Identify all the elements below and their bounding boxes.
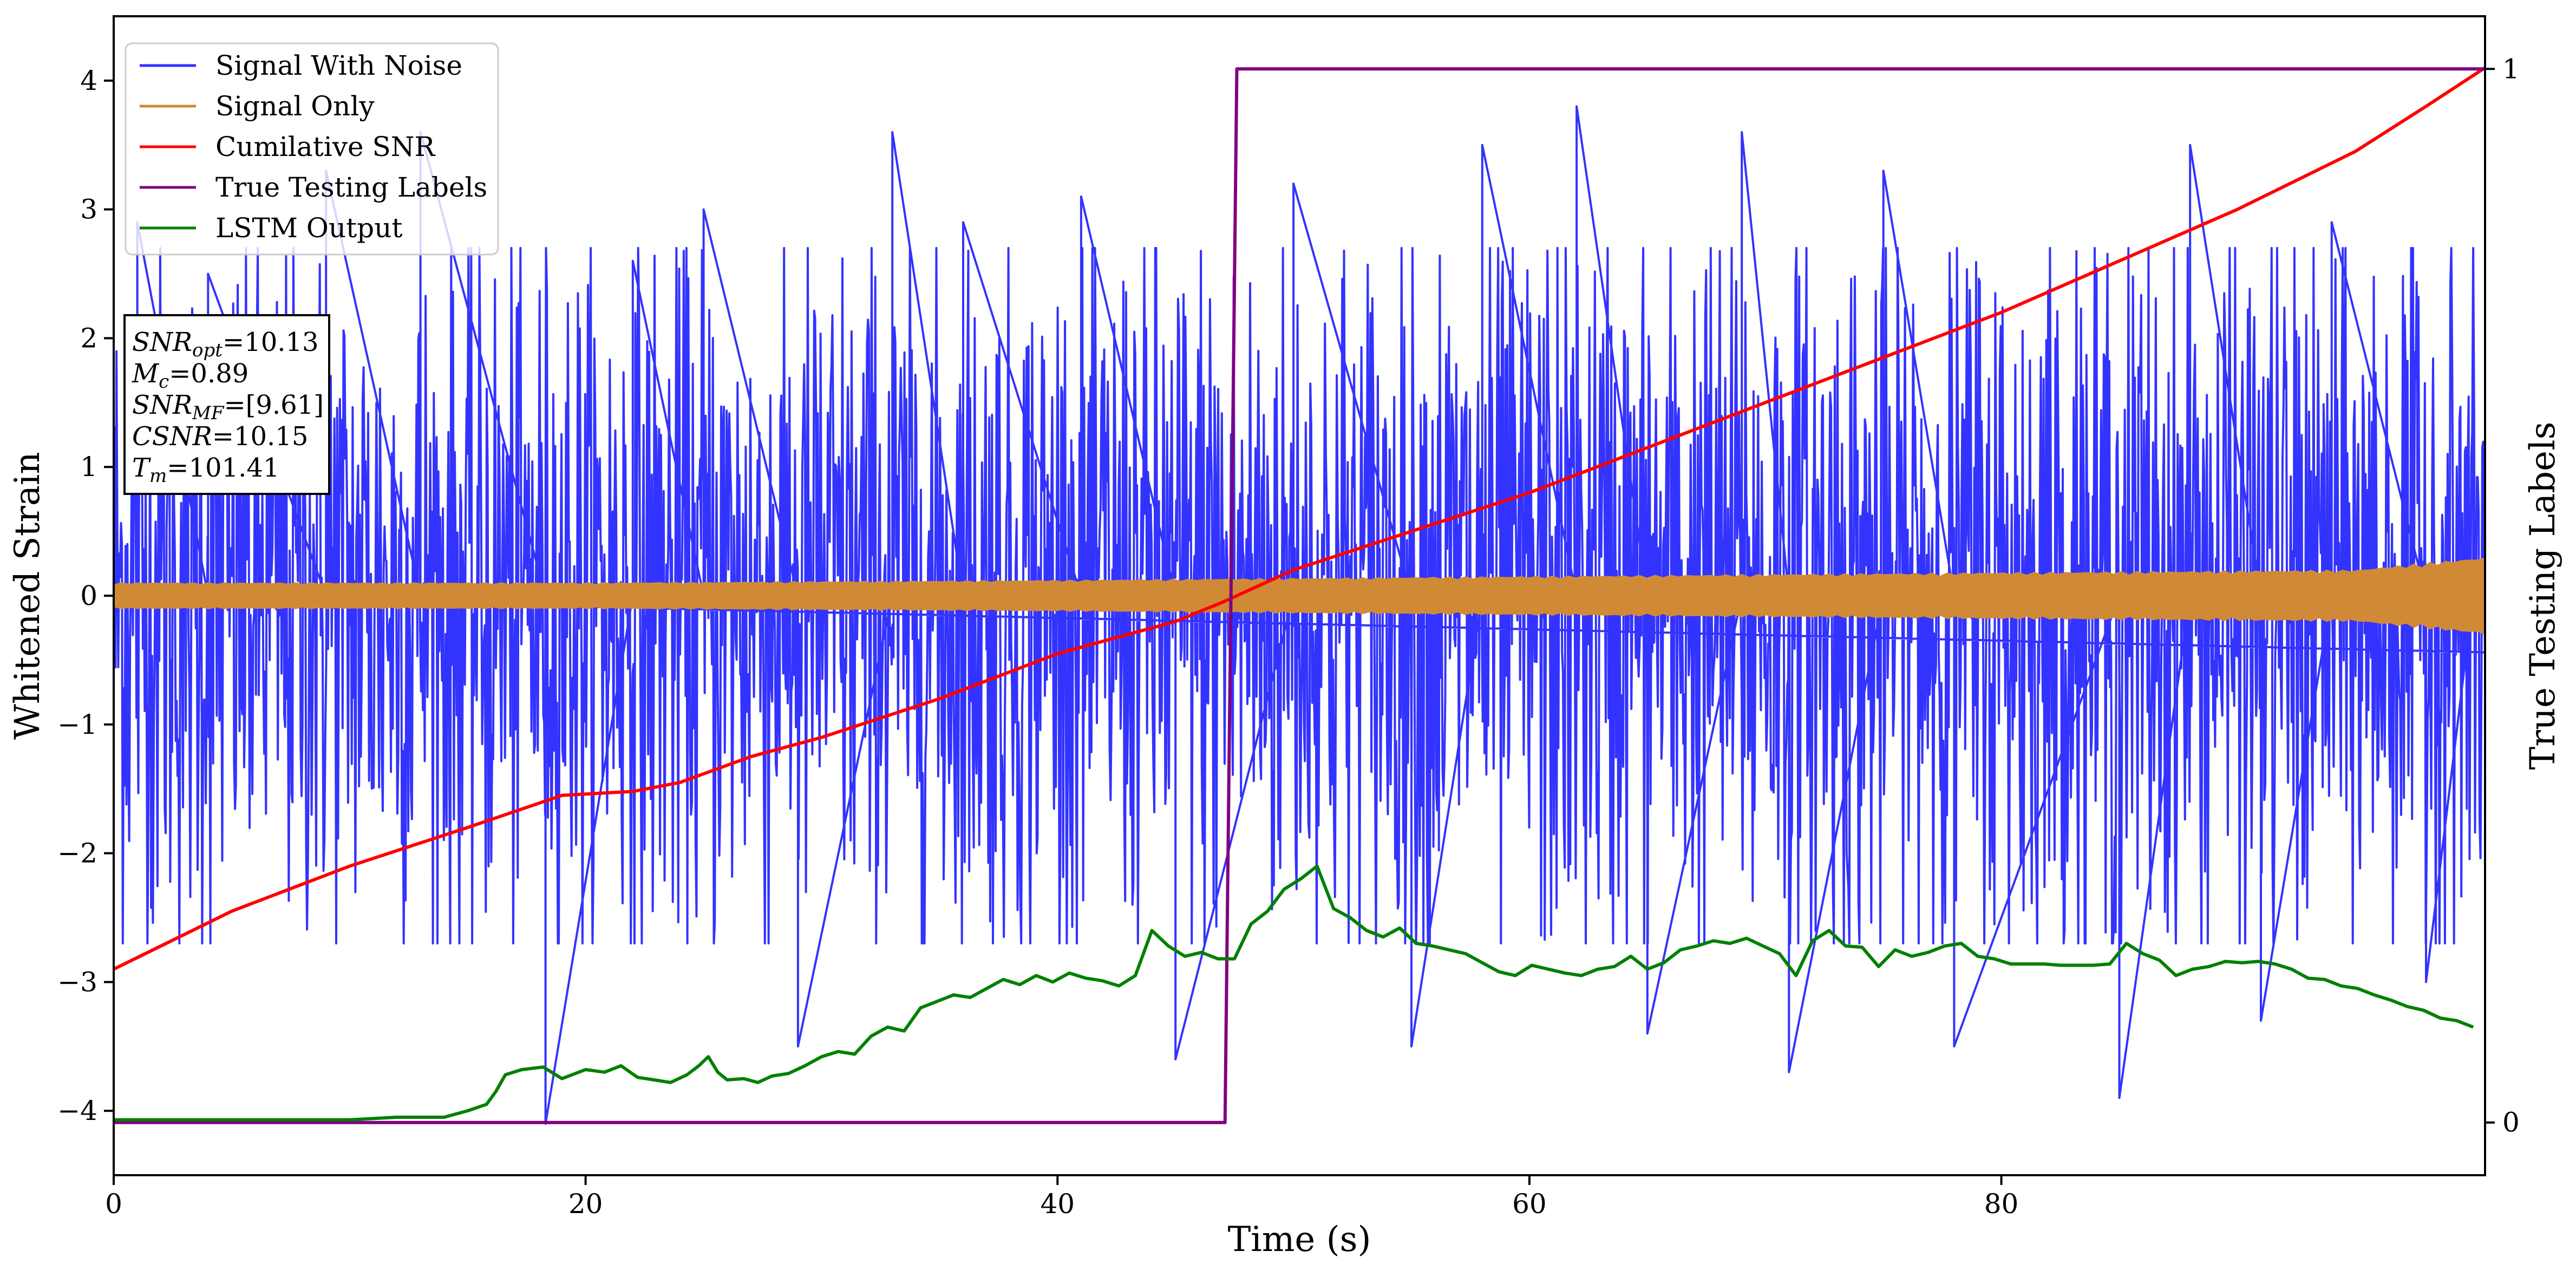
y-tick-label: 3	[80, 194, 97, 225]
y-right-tick-label: 1	[2502, 53, 2520, 84]
y-tick-label: 0	[80, 580, 97, 611]
series-cumilative-snr	[114, 66, 2485, 971]
stats-line-mc: Mc=0.89	[132, 359, 249, 393]
series-signal-with-noise	[114, 105, 2485, 1125]
x-tick-label: 20	[568, 1188, 603, 1220]
x-tick-label: 80	[1984, 1188, 2019, 1220]
y-tick-label: 2	[80, 322, 97, 354]
legend-label-signal-with-noise: Signal With Noise	[215, 50, 462, 81]
y-axis-right-label: True Testing Labels	[2523, 422, 2563, 770]
legend-label-signal-only: Signal Only	[215, 90, 375, 122]
y-axis-label: Whitened Strain	[8, 452, 48, 739]
stats-line-snr-opt: SNRopt=10.13	[132, 327, 319, 361]
y-right-tick-label: 0	[2502, 1107, 2520, 1138]
legend-label-true-testing-labels: True Testing Labels	[215, 172, 487, 203]
stats-annotation-box: SNRopt=10.13 Mc=0.89 SNRMF=[9.61] CSNR=1…	[123, 314, 330, 495]
y-tick-label: 4	[80, 65, 97, 96]
x-tick-label: 40	[1040, 1188, 1075, 1220]
y-tick-label: −4	[57, 1095, 97, 1126]
legend-label-cumilative-snr: Cumilative SNR	[215, 131, 435, 162]
x-tick-label: 60	[1512, 1188, 1547, 1220]
series-signal-only	[114, 557, 2485, 635]
stats-box-frame	[123, 314, 330, 495]
stats-line-tm: Tm=101.41	[132, 453, 279, 487]
x-axis-label: Time (s)	[1228, 1220, 1371, 1260]
stats-line-csnr: CSNR=10.15	[132, 421, 308, 452]
series-lstm-output	[114, 864, 2474, 1122]
plot-area	[114, 66, 2485, 1125]
y-tick-label: −1	[57, 709, 97, 740]
stats-line-snr-mf: SNRMF=[9.61]	[132, 390, 324, 424]
legend: Signal With Noise Signal Only Cumilative…	[125, 42, 499, 256]
y-tick-label: −2	[57, 838, 97, 869]
legend-box	[125, 42, 499, 256]
y-tick-label: −3	[57, 966, 97, 998]
x-tick-label: 0	[105, 1188, 122, 1220]
y-tick-label: 1	[80, 451, 97, 483]
legend-label-lstm-output: LSTM Output	[215, 212, 402, 244]
series-true-testing-labels	[114, 67, 2485, 1124]
